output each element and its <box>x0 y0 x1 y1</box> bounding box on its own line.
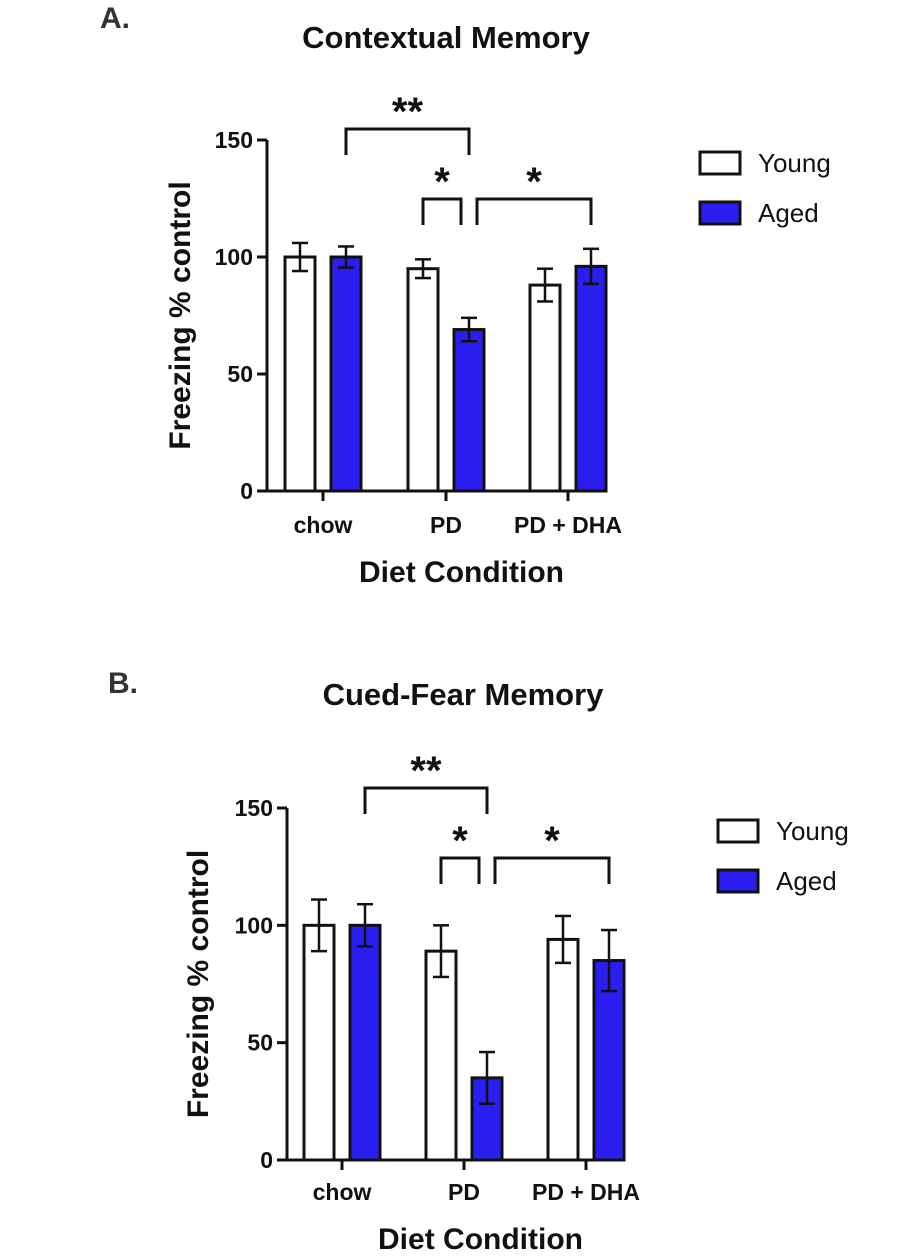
x-tick-label: chow <box>313 1179 372 1205</box>
x-tick-label: PD <box>430 512 462 538</box>
y-tick-label: 150 <box>235 795 273 821</box>
bar-aged-pd <box>452 328 486 493</box>
significance-bracket <box>493 856 611 884</box>
x-axis-title: Diet Condition <box>378 1223 583 1256</box>
bar-aged-pd-dha <box>574 264 608 493</box>
chart-title: Cued-Fear Memory <box>323 677 605 712</box>
bar-young-chow <box>283 255 317 493</box>
y-tick-label: 0 <box>260 1147 273 1173</box>
significance-marker: ** <box>392 90 424 134</box>
bar-aged-chow <box>329 255 363 493</box>
panel-label: A. <box>100 2 130 35</box>
y-tick-label: 150 <box>215 127 253 153</box>
bar-young-pd <box>406 267 440 493</box>
bar-aged-chow <box>348 923 382 1162</box>
y-tick-label: 100 <box>235 912 273 938</box>
legend-label-aged: Aged <box>758 198 819 228</box>
significance-bracket <box>439 856 481 884</box>
significance-bracket <box>363 786 489 814</box>
legend-label-young: Young <box>758 148 831 178</box>
bar-young-pd <box>424 949 458 1162</box>
significance-marker: ** <box>410 749 442 793</box>
chart-panel-a: A. Contextual Memory 0 50 100 150 chow PD PD + D… <box>100 2 831 589</box>
legend-swatch-young <box>698 150 742 176</box>
y-tick-label: 50 <box>247 1030 273 1056</box>
legend-label-young: Young <box>776 816 849 846</box>
legend-swatch-aged <box>698 200 742 226</box>
x-tick-label: chow <box>294 512 353 538</box>
significance-marker: * <box>452 819 468 863</box>
significance-marker: * <box>526 160 542 204</box>
significance-bracket <box>344 127 471 155</box>
significance-marker: * <box>434 160 450 204</box>
x-tick-label: PD <box>448 1179 480 1205</box>
chart-title: Contextual Memory <box>302 20 590 55</box>
significance-bracket <box>421 197 463 225</box>
significance-marker: * <box>544 819 560 863</box>
legend-label-aged: Aged <box>776 866 837 896</box>
y-axis-title: Freezing % control <box>164 181 197 449</box>
legend-swatch-young <box>716 818 760 844</box>
y-axis-title: Freezing % control <box>182 850 215 1118</box>
x-tick-label: PD + DHA <box>514 512 622 538</box>
legend-swatch-aged <box>716 868 760 894</box>
x-tick-label: PD + DHA <box>532 1179 640 1205</box>
x-axis-title: Diet Condition <box>359 556 564 589</box>
bar-young-pd-dha <box>546 937 580 1162</box>
y-tick-label: 100 <box>215 244 253 270</box>
chart-panel-b: B. Cued-Fear Memory 0 50 100 150 chow PD PD + DH… <box>108 667 849 1256</box>
y-tick-label: 0 <box>240 478 253 504</box>
bar-young-pd-dha <box>528 283 562 493</box>
significance-bracket <box>475 197 593 225</box>
bar-young-chow <box>302 923 336 1162</box>
panel-label: B. <box>108 667 138 700</box>
y-tick-label: 50 <box>227 361 253 387</box>
